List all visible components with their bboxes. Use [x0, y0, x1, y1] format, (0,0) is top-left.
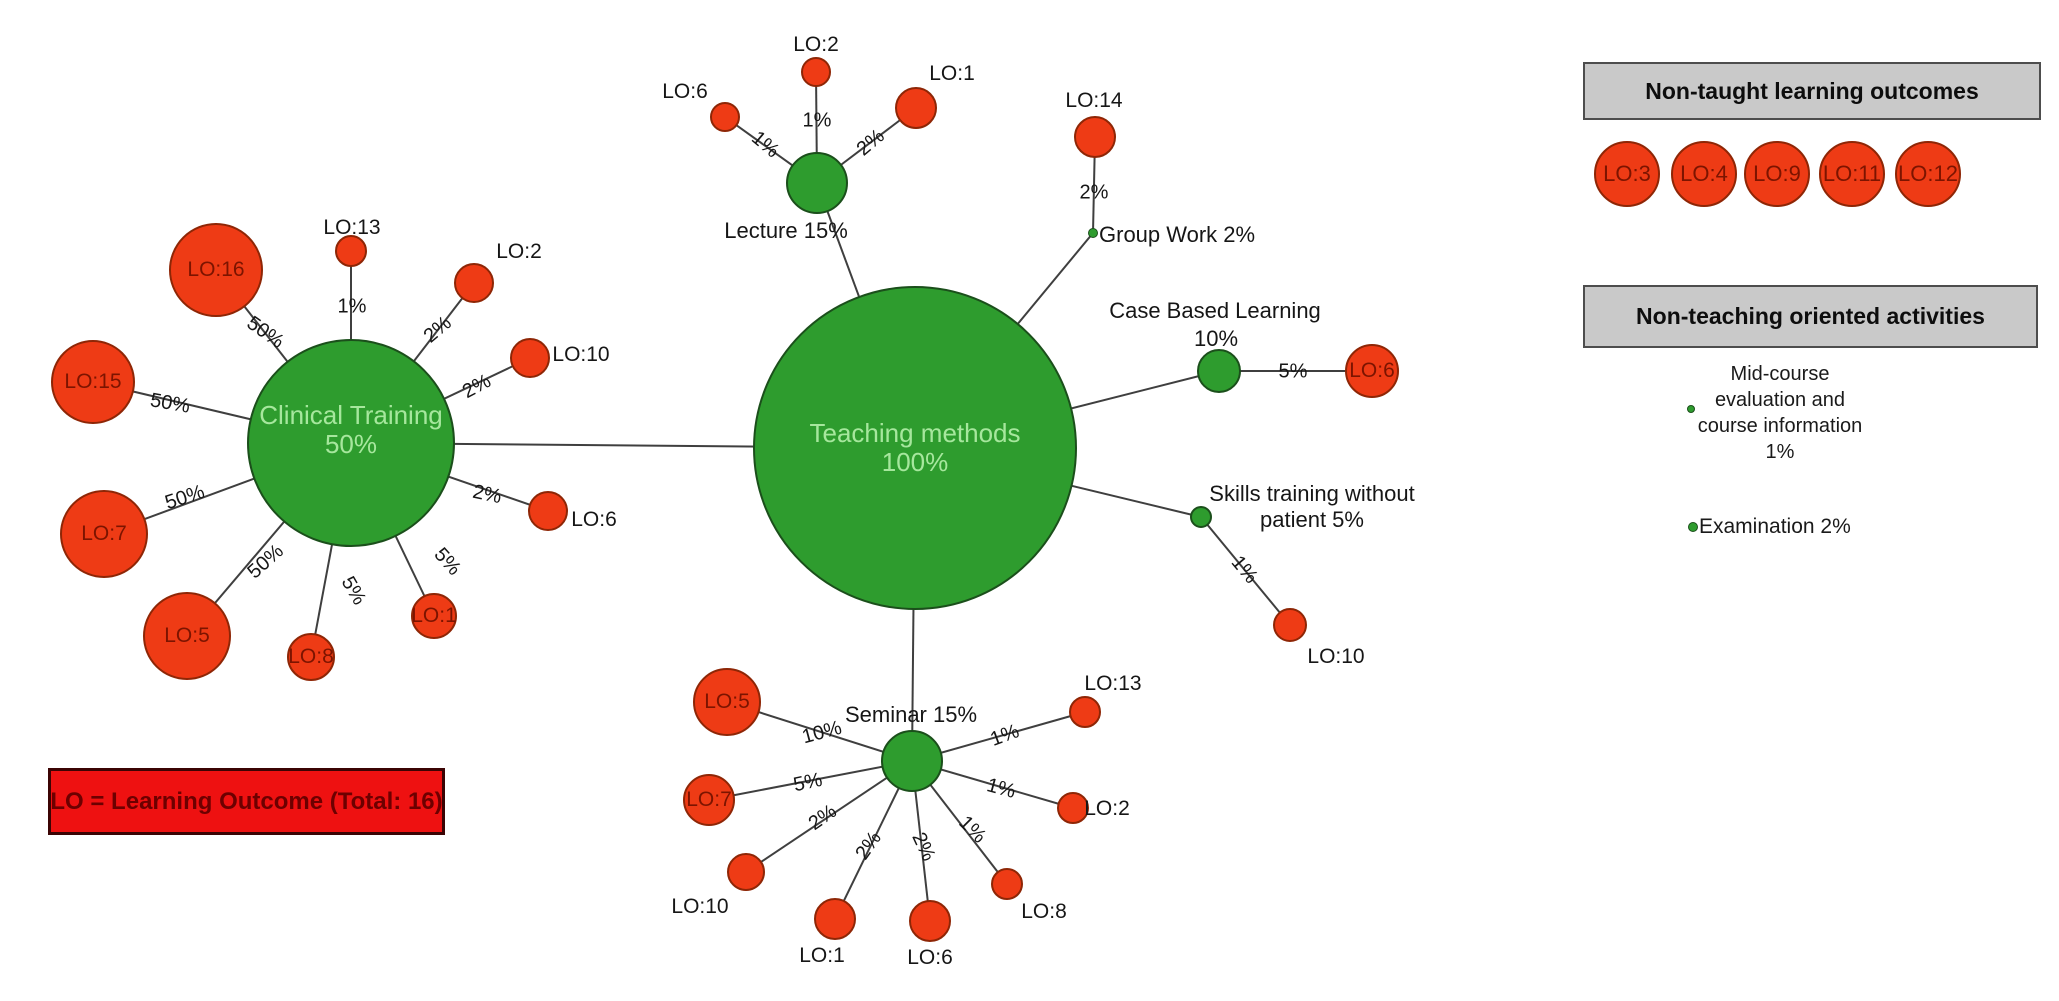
diagram-label: LO:14 [1065, 89, 1123, 112]
node-clinical-training: Clinical Training 50% [247, 339, 455, 547]
node-inside-label: LO:11 [1822, 160, 1882, 186]
midcourse-line: evaluation and [1714, 389, 1846, 411]
node-inside-label: LO:3 [1603, 160, 1651, 186]
node-sem-lo10 [727, 853, 765, 891]
diagram-label: LO:1 [799, 944, 845, 967]
edge-sem-lo10--seminar [745, 760, 913, 873]
node-sem-lo6 [909, 900, 951, 942]
diagram-label: Seminar 15% [844, 702, 978, 727]
diagram-label: LO:13 [1084, 672, 1142, 695]
midcourse-line: 1% [1765, 441, 1795, 463]
node-seminar [881, 730, 943, 792]
node-midcourse-dot [1687, 405, 1695, 413]
node-group-work [1088, 228, 1098, 238]
examination-label: Examination 2% [1699, 515, 1851, 538]
lo-definition-text: LO = Learning Outcome (Total: 16) [50, 787, 443, 815]
node-lec-lo1 [895, 87, 937, 129]
node-ct-lo5: LO:5 [143, 592, 231, 680]
node-sem-lo7: LO:7 [683, 774, 735, 826]
non-taught-title: Non-taught learning outcomes [1645, 77, 1979, 104]
diagram-label: LO:8 [1021, 900, 1067, 923]
node-gw-lo14 [1074, 116, 1116, 158]
node-inside-label: LO:1 [411, 604, 457, 628]
midcourse-evaluation-label: Mid-course evaluation and course informa… [1680, 361, 1880, 465]
diagram-label: LO:6 [907, 946, 953, 969]
diagram-label: LO:2 [793, 33, 839, 56]
diagram-label: Group Work 2% [1099, 222, 1256, 247]
node-inside-label: LO:15 [64, 370, 122, 394]
diagram-label: Skills training without [1209, 481, 1415, 506]
node-cbl-lo6: LO:6 [1345, 344, 1399, 398]
edge-percent-label: 1% [337, 295, 367, 318]
edge-percent-label: 5% [1278, 360, 1308, 383]
node-legend-lo12: LO:12 [1895, 141, 1961, 207]
lo-definition-note: LO = Learning Outcome (Total: 16) [48, 768, 445, 835]
diagram-label: LO:10 [671, 895, 729, 918]
diagram-label: 10% [1193, 326, 1239, 351]
node-inside-label: LO:5 [704, 690, 750, 714]
midcourse-line: course information [1697, 415, 1863, 437]
diagram-label: patient 5% [1260, 507, 1364, 532]
node-ct-lo2 [454, 263, 494, 303]
non-taught-panel: Non-taught learning outcomes [1583, 62, 2041, 120]
diagram-label: LO:6 [662, 80, 708, 103]
edge-sem-lo7--seminar [708, 760, 913, 801]
node-inside-label: LO:5 [164, 624, 210, 648]
node-teaching-methods: Teaching methods 100% [753, 286, 1077, 610]
node-inside-label: LO:8 [288, 645, 334, 669]
edge-percent-label: 1% [802, 109, 832, 132]
node-ct-lo16: LO:16 [169, 223, 263, 317]
edge-st-lo10--skills-training [1200, 516, 1291, 626]
node-legend-lo11: LO:11 [1819, 141, 1885, 207]
node-sem-lo2 [1057, 792, 1089, 824]
node-inside-label: LO:12 [1898, 160, 1958, 186]
node-examination-dot [1688, 522, 1698, 532]
node-inside-label: LO:4 [1680, 160, 1728, 186]
node-sem-lo8 [991, 868, 1023, 900]
node-ct-lo10 [510, 338, 550, 378]
node-ct-lo13 [335, 235, 367, 267]
diagram-label: LO:6 [571, 508, 617, 531]
node-ct-lo7: LO:7 [60, 490, 148, 578]
node-lec-lo6 [710, 102, 740, 132]
non-teaching-title: Non-teaching oriented activities [1636, 303, 1985, 329]
node-legend-lo3: LO:3 [1594, 141, 1660, 207]
node-inside-label: LO:6 [1349, 359, 1395, 383]
node-ct-lo6 [528, 491, 568, 531]
node-inside-label: LO:7 [81, 522, 127, 546]
node-legend-lo9: LO:9 [1744, 141, 1810, 207]
diagram-label: LO:2 [1084, 797, 1130, 820]
node-inside-label: LO:7 [686, 788, 732, 812]
node-lec-lo2 [801, 57, 831, 87]
diagram-label: LO:2 [496, 240, 542, 263]
node-inside-label: LO:16 [187, 258, 245, 282]
node-ct-lo1: LO:1 [411, 593, 457, 639]
node-st-lo10 [1273, 608, 1307, 642]
diagram-label: Lecture 15% [724, 218, 848, 243]
node-case-based-learning [1197, 349, 1241, 393]
diagram-label: LO:13 [323, 216, 381, 239]
diagram-label: Case Based Learning [1109, 298, 1321, 323]
diagram-label: LO:1 [929, 62, 975, 85]
diagram-label: LO:10 [1307, 645, 1365, 668]
node-sem-lo1 [814, 898, 856, 940]
node-legend-lo4: LO:4 [1671, 141, 1737, 207]
node-inside-label: Teaching methods 100% [809, 417, 1021, 477]
node-inside-label: Clinical Training 50% [259, 399, 443, 459]
node-ct-lo8: LO:8 [287, 633, 335, 681]
node-ct-lo15: LO:15 [51, 340, 135, 424]
edge-percent-label: 2% [1079, 181, 1109, 204]
node-sem-lo5: LO:5 [693, 668, 761, 736]
node-skills-training [1190, 506, 1212, 528]
node-sem-lo13 [1069, 696, 1101, 728]
midcourse-line: Mid-course [1730, 363, 1830, 385]
diagram-label: LO:10 [552, 343, 610, 366]
non-teaching-panel: Non-teaching oriented activities [1583, 285, 2038, 348]
node-inside-label: LO:9 [1753, 160, 1801, 186]
node-lecture [786, 152, 848, 214]
